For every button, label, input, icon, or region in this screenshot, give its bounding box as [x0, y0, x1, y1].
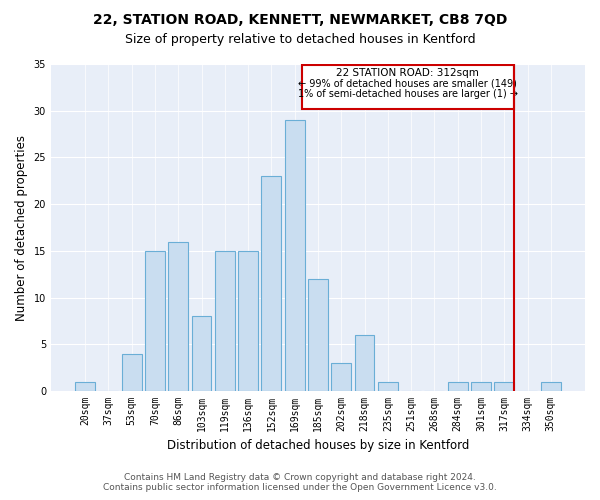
Bar [262, 176, 281, 391]
Bar [448, 382, 467, 391]
Bar [494, 382, 514, 391]
Bar [355, 335, 374, 391]
Y-axis label: Number of detached properties: Number of detached properties [15, 134, 28, 320]
Text: 22, STATION ROAD, KENNETT, NEWMARKET, CB8 7QD: 22, STATION ROAD, KENNETT, NEWMARKET, CB… [93, 12, 507, 26]
Bar [378, 382, 398, 391]
Bar [285, 120, 305, 391]
Bar [169, 242, 188, 391]
Bar [308, 279, 328, 391]
Text: 1% of semi-detached houses are larger (1) →: 1% of semi-detached houses are larger (1… [298, 89, 518, 99]
Bar [238, 251, 258, 391]
Bar [215, 251, 235, 391]
Bar [541, 382, 561, 391]
Bar [191, 316, 211, 391]
Bar [471, 382, 491, 391]
Bar [75, 382, 95, 391]
Bar [122, 354, 142, 391]
FancyBboxPatch shape [302, 65, 514, 109]
Bar [145, 251, 165, 391]
Bar [331, 363, 351, 391]
Text: ← 99% of detached houses are smaller (149): ← 99% of detached houses are smaller (14… [298, 79, 517, 89]
Text: Size of property relative to detached houses in Kentford: Size of property relative to detached ho… [125, 32, 475, 46]
Text: 22 STATION ROAD: 312sqm: 22 STATION ROAD: 312sqm [337, 68, 479, 78]
X-axis label: Distribution of detached houses by size in Kentford: Distribution of detached houses by size … [167, 440, 469, 452]
Text: Contains HM Land Registry data © Crown copyright and database right 2024.
Contai: Contains HM Land Registry data © Crown c… [103, 473, 497, 492]
